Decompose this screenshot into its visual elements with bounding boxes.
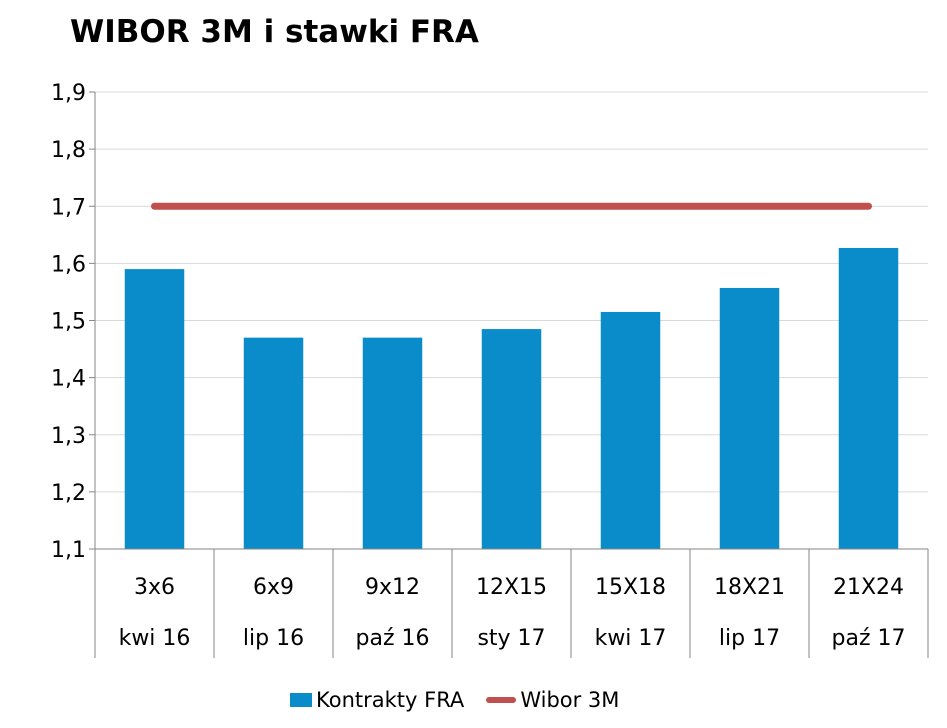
- bar: [719, 287, 780, 549]
- y-tick-label: 1,6: [51, 252, 86, 277]
- y-tick-label: 1,4: [51, 367, 86, 392]
- bar: [481, 329, 542, 549]
- x-tick-label: 6x9: [253, 575, 294, 600]
- x-tick-label-date: paź 16: [356, 626, 430, 651]
- legend-item-wibor: Wibor 3M: [486, 688, 619, 712]
- bar: [362, 337, 423, 549]
- bar: [243, 337, 304, 549]
- y-tick-label: 1,1: [51, 538, 86, 563]
- x-tick-label-date: kwi 16: [119, 626, 191, 651]
- legend-swatch-wibor: [486, 697, 517, 703]
- chart-title: WIBOR 3M i stawki FRA: [70, 14, 479, 50]
- x-tick-label: 18X21: [714, 575, 785, 600]
- x-tick-label: 21X24: [833, 575, 904, 600]
- legend-swatch-fra: [290, 693, 312, 707]
- bar: [124, 269, 185, 549]
- x-tick-label-date: kwi 17: [595, 626, 667, 651]
- x-tick-label-date: lip 16: [243, 626, 304, 651]
- bar: [838, 247, 899, 550]
- legend-item-fra: Kontrakty FRA: [290, 688, 464, 712]
- bar: [600, 311, 661, 549]
- x-tick-label-date: lip 17: [719, 626, 780, 651]
- y-tick-label: 1,5: [51, 310, 86, 335]
- legend-label-wibor: Wibor 3M: [520, 688, 620, 712]
- x-tick-label-date: sty 17: [477, 626, 545, 651]
- y-tick-label: 1,2: [51, 481, 86, 506]
- x-tick-label-date: paź 17: [832, 626, 906, 651]
- x-tick-label: 3x6: [134, 575, 175, 600]
- x-tick-label: 12X15: [476, 575, 547, 600]
- y-tick-label: 1,7: [51, 195, 86, 220]
- x-tick-label: 15X18: [595, 575, 666, 600]
- y-tick-label: 1,8: [51, 138, 86, 163]
- y-tick-label: 1,3: [51, 424, 86, 449]
- y-tick-label: 1,9: [51, 81, 86, 106]
- legend: Kontrakty FRA Wibor 3M: [290, 688, 641, 712]
- legend-label-fra: Kontrakty FRA: [316, 688, 465, 712]
- x-tick-label: 9x12: [365, 575, 420, 600]
